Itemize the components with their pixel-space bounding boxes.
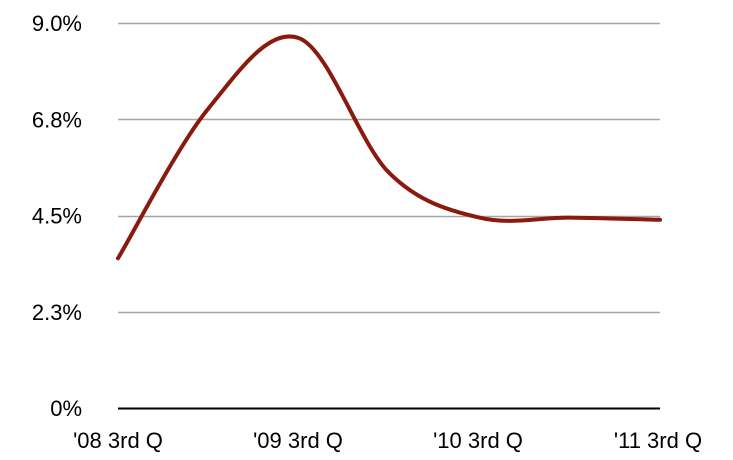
y-tick-label: 2.3% xyxy=(32,300,82,325)
x-tick-label: '08 3rd Q xyxy=(73,428,163,453)
series-line xyxy=(116,34,662,261)
y-axis-tick-labels: 0% 2.3% 4.5% 6.8% 9.0% xyxy=(32,11,82,421)
y-tick-label: 9.0% xyxy=(32,11,82,36)
series-layer xyxy=(116,34,662,261)
x-axis-tick-labels: '08 3rd Q '09 3rd Q '10 3rd Q '11 3rd Q xyxy=(73,428,702,453)
x-tick-label: '09 3rd Q xyxy=(253,428,343,453)
y-tick-label: 4.5% xyxy=(32,204,82,229)
gridlines xyxy=(118,22,660,410)
y-tick-label: 0% xyxy=(50,396,82,421)
x-tick-label: '10 3rd Q xyxy=(433,428,523,453)
x-tick-label: '11 3rd Q xyxy=(614,428,702,453)
y-tick-label: 6.8% xyxy=(32,107,82,132)
